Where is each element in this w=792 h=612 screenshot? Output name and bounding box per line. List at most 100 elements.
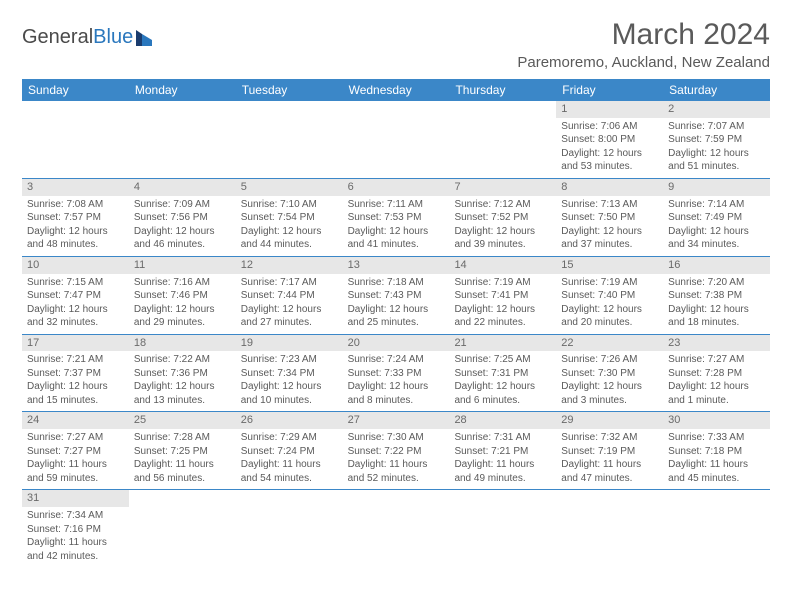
day-info: Sunrise: 7:14 AMSunset: 7:49 PMDaylight:… xyxy=(663,196,770,256)
daylight-text: Daylight: 12 hours and 32 minutes. xyxy=(27,303,124,330)
daylight-text: Daylight: 12 hours and 3 minutes. xyxy=(561,380,658,407)
sunset-text: Sunset: 7:50 PM xyxy=(561,211,658,225)
day-info: Sunrise: 7:25 AMSunset: 7:31 PMDaylight:… xyxy=(449,351,556,411)
day-number: 20 xyxy=(343,335,450,352)
day-cell: 5Sunrise: 7:10 AMSunset: 7:54 PMDaylight… xyxy=(236,179,343,256)
daylight-text: Daylight: 11 hours and 56 minutes. xyxy=(134,458,231,485)
daylight-text: Daylight: 12 hours and 10 minutes. xyxy=(241,380,338,407)
day-info: Sunrise: 7:20 AMSunset: 7:38 PMDaylight:… xyxy=(663,274,770,334)
daylight-text: Daylight: 12 hours and 39 minutes. xyxy=(454,225,551,252)
day-number: 19 xyxy=(236,335,343,352)
day-info: Sunrise: 7:17 AMSunset: 7:44 PMDaylight:… xyxy=(236,274,343,334)
daylight-text: Daylight: 12 hours and 27 minutes. xyxy=(241,303,338,330)
day-cell: 19Sunrise: 7:23 AMSunset: 7:34 PMDayligh… xyxy=(236,335,343,412)
day-info: Sunrise: 7:11 AMSunset: 7:53 PMDaylight:… xyxy=(343,196,450,256)
sunrise-text: Sunrise: 7:09 AM xyxy=(134,198,231,212)
sunrise-text: Sunrise: 7:19 AM xyxy=(561,276,658,290)
day-number: 7 xyxy=(449,179,556,196)
daylight-text: Daylight: 12 hours and 37 minutes. xyxy=(561,225,658,252)
day-info: Sunrise: 7:26 AMSunset: 7:30 PMDaylight:… xyxy=(556,351,663,411)
sunset-text: Sunset: 7:31 PM xyxy=(454,367,551,381)
sunset-text: Sunset: 7:46 PM xyxy=(134,289,231,303)
sunset-text: Sunset: 7:44 PM xyxy=(241,289,338,303)
day-cell xyxy=(129,490,236,567)
day-cell xyxy=(236,101,343,178)
day-cell: 3Sunrise: 7:08 AMSunset: 7:57 PMDaylight… xyxy=(22,179,129,256)
sunrise-text: Sunrise: 7:06 AM xyxy=(561,120,658,134)
sunset-text: Sunset: 7:21 PM xyxy=(454,445,551,459)
sunrise-text: Sunrise: 7:33 AM xyxy=(668,431,765,445)
daylight-text: Daylight: 12 hours and 44 minutes. xyxy=(241,225,338,252)
day-info: Sunrise: 7:34 AMSunset: 7:16 PMDaylight:… xyxy=(22,507,129,567)
sunset-text: Sunset: 8:00 PM xyxy=(561,133,658,147)
daylight-text: Daylight: 12 hours and 34 minutes. xyxy=(668,225,765,252)
sunrise-text: Sunrise: 7:29 AM xyxy=(241,431,338,445)
daylight-text: Daylight: 12 hours and 46 minutes. xyxy=(134,225,231,252)
day-info: Sunrise: 7:07 AMSunset: 7:59 PMDaylight:… xyxy=(663,118,770,178)
weekday-monday: Monday xyxy=(129,79,236,101)
day-cell: 9Sunrise: 7:14 AMSunset: 7:49 PMDaylight… xyxy=(663,179,770,256)
logo-text-1: General xyxy=(22,26,93,49)
sunrise-text: Sunrise: 7:07 AM xyxy=(668,120,765,134)
sunrise-text: Sunrise: 7:26 AM xyxy=(561,353,658,367)
day-info: Sunrise: 7:08 AMSunset: 7:57 PMDaylight:… xyxy=(22,196,129,256)
sunset-text: Sunset: 7:47 PM xyxy=(27,289,124,303)
day-number: 29 xyxy=(556,412,663,429)
sunrise-text: Sunrise: 7:21 AM xyxy=(27,353,124,367)
day-info: Sunrise: 7:32 AMSunset: 7:19 PMDaylight:… xyxy=(556,429,663,489)
daylight-text: Daylight: 11 hours and 42 minutes. xyxy=(27,536,124,563)
week-row: 24Sunrise: 7:27 AMSunset: 7:27 PMDayligh… xyxy=(22,412,770,490)
sunset-text: Sunset: 7:27 PM xyxy=(27,445,124,459)
sunset-text: Sunset: 7:41 PM xyxy=(454,289,551,303)
day-number: 24 xyxy=(22,412,129,429)
daylight-text: Daylight: 11 hours and 54 minutes. xyxy=(241,458,338,485)
logo-text-2: Blue xyxy=(93,26,133,49)
daylight-text: Daylight: 12 hours and 25 minutes. xyxy=(348,303,445,330)
logo-flag-icon xyxy=(136,30,158,46)
day-info: Sunrise: 7:16 AMSunset: 7:46 PMDaylight:… xyxy=(129,274,236,334)
day-info: Sunrise: 7:27 AMSunset: 7:27 PMDaylight:… xyxy=(22,429,129,489)
day-cell: 8Sunrise: 7:13 AMSunset: 7:50 PMDaylight… xyxy=(556,179,663,256)
sunrise-text: Sunrise: 7:27 AM xyxy=(27,431,124,445)
day-info: Sunrise: 7:22 AMSunset: 7:36 PMDaylight:… xyxy=(129,351,236,411)
day-cell: 25Sunrise: 7:28 AMSunset: 7:25 PMDayligh… xyxy=(129,412,236,489)
sunset-text: Sunset: 7:22 PM xyxy=(348,445,445,459)
week-row: 10Sunrise: 7:15 AMSunset: 7:47 PMDayligh… xyxy=(22,257,770,335)
day-info: Sunrise: 7:15 AMSunset: 7:47 PMDaylight:… xyxy=(22,274,129,334)
location: Paremoremo, Auckland, New Zealand xyxy=(517,54,770,71)
sunrise-text: Sunrise: 7:14 AM xyxy=(668,198,765,212)
day-number: 12 xyxy=(236,257,343,274)
day-info: Sunrise: 7:06 AMSunset: 8:00 PMDaylight:… xyxy=(556,118,663,178)
daylight-text: Daylight: 12 hours and 20 minutes. xyxy=(561,303,658,330)
day-cell xyxy=(343,490,450,567)
day-number: 14 xyxy=(449,257,556,274)
day-cell xyxy=(449,101,556,178)
daylight-text: Daylight: 12 hours and 18 minutes. xyxy=(668,303,765,330)
day-info: Sunrise: 7:19 AMSunset: 7:40 PMDaylight:… xyxy=(556,274,663,334)
sunset-text: Sunset: 7:40 PM xyxy=(561,289,658,303)
sunset-text: Sunset: 7:24 PM xyxy=(241,445,338,459)
daylight-text: Daylight: 12 hours and 53 minutes. xyxy=(561,147,658,174)
sunrise-text: Sunrise: 7:18 AM xyxy=(348,276,445,290)
day-info: Sunrise: 7:18 AMSunset: 7:43 PMDaylight:… xyxy=(343,274,450,334)
sunrise-text: Sunrise: 7:11 AM xyxy=(348,198,445,212)
sunset-text: Sunset: 7:53 PM xyxy=(348,211,445,225)
sunrise-text: Sunrise: 7:34 AM xyxy=(27,509,124,523)
month-title: March 2024 xyxy=(517,18,770,52)
sunset-text: Sunset: 7:34 PM xyxy=(241,367,338,381)
sunrise-text: Sunrise: 7:12 AM xyxy=(454,198,551,212)
sunset-text: Sunset: 7:19 PM xyxy=(561,445,658,459)
sunrise-text: Sunrise: 7:10 AM xyxy=(241,198,338,212)
day-cell: 12Sunrise: 7:17 AMSunset: 7:44 PMDayligh… xyxy=(236,257,343,334)
day-number: 23 xyxy=(663,335,770,352)
day-number: 6 xyxy=(343,179,450,196)
day-number: 27 xyxy=(343,412,450,429)
sunset-text: Sunset: 7:38 PM xyxy=(668,289,765,303)
day-number: 15 xyxy=(556,257,663,274)
day-info: Sunrise: 7:33 AMSunset: 7:18 PMDaylight:… xyxy=(663,429,770,489)
day-info: Sunrise: 7:31 AMSunset: 7:21 PMDaylight:… xyxy=(449,429,556,489)
daylight-text: Daylight: 11 hours and 59 minutes. xyxy=(27,458,124,485)
day-info: Sunrise: 7:23 AMSunset: 7:34 PMDaylight:… xyxy=(236,351,343,411)
day-cell: 18Sunrise: 7:22 AMSunset: 7:36 PMDayligh… xyxy=(129,335,236,412)
weekday-friday: Friday xyxy=(556,79,663,101)
